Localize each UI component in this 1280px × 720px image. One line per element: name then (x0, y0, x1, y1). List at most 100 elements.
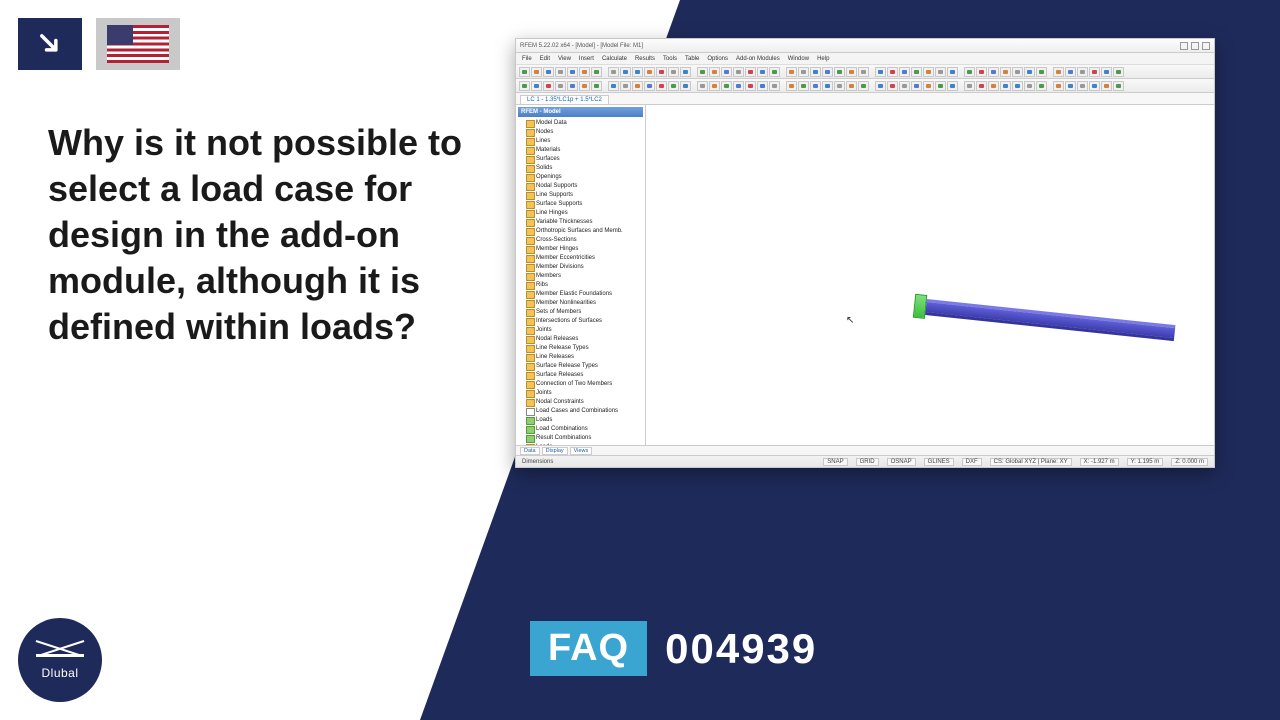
toolbar-button[interactable] (680, 67, 691, 77)
toolbar-button[interactable] (846, 67, 857, 77)
tree-item[interactable]: Nodal Supports (526, 182, 643, 191)
tree-item[interactable]: Openings (526, 173, 643, 182)
toolbar-button[interactable] (668, 81, 679, 91)
tree-item[interactable]: Line Releases (526, 353, 643, 362)
tree-item[interactable]: Result Combinations (526, 434, 643, 443)
tree-item[interactable]: Nodes (526, 128, 643, 137)
minimize-icon[interactable] (1180, 42, 1188, 50)
toolbar-button[interactable] (822, 81, 833, 91)
toolbar-button[interactable] (697, 81, 708, 91)
toolbar-button[interactable] (769, 67, 780, 77)
tree-item[interactable]: Load Combinations (526, 425, 643, 434)
toolbar-button[interactable] (923, 81, 934, 91)
toolbar-button[interactable] (709, 67, 720, 77)
toolbar-button[interactable] (786, 81, 797, 91)
toolbar-button[interactable] (976, 81, 987, 91)
toolbar-button[interactable] (834, 81, 845, 91)
toolbar-button[interactable] (757, 67, 768, 77)
toolbar-button[interactable] (721, 81, 732, 91)
menu-help[interactable]: Help (817, 56, 829, 62)
menu-view[interactable]: View (558, 56, 571, 62)
menu-table[interactable]: Table (685, 56, 699, 62)
tree-item[interactable]: Lines (526, 137, 643, 146)
toolbar-button[interactable] (555, 67, 566, 77)
toolbar-button[interactable] (822, 67, 833, 77)
toolbar-button[interactable] (680, 81, 691, 91)
tree-item[interactable]: Surfaces (526, 155, 643, 164)
tree-item[interactable]: Member Divisions (526, 263, 643, 272)
document-tab[interactable]: LC 1 - 1.35*LC1p + 1.5*LC2 (520, 95, 609, 104)
toolbar-button[interactable] (608, 81, 619, 91)
toolbar-button[interactable] (644, 67, 655, 77)
navigator-bottom-tabs[interactable]: DataDisplayViews (516, 445, 1214, 455)
toolbar-button[interactable] (858, 81, 869, 91)
toolbar-button[interactable] (810, 67, 821, 77)
toolbar-button[interactable] (798, 81, 809, 91)
toolbar-button[interactable] (644, 81, 655, 91)
toolbar-button[interactable] (769, 81, 780, 91)
menubar[interactable]: FileEditViewInsertCalculateResultsToolsT… (516, 53, 1214, 65)
menu-edit[interactable]: Edit (540, 56, 550, 62)
menu-add-on-modules[interactable]: Add-on Modules (736, 56, 780, 62)
tree-item[interactable]: Connection of Two Members (526, 380, 643, 389)
tree-item[interactable]: Member Nonlinearities (526, 299, 643, 308)
tree-item[interactable]: Orthotropic Surfaces and Memb. (526, 227, 643, 236)
tree-item[interactable]: Materials (526, 146, 643, 155)
toolbar-button[interactable] (923, 67, 934, 77)
toolbar-button[interactable] (976, 67, 987, 77)
toolbar-button[interactable] (1113, 81, 1124, 91)
toolbar-button[interactable] (656, 67, 667, 77)
toolbar-button[interactable] (709, 81, 720, 91)
toolbar-button[interactable] (1012, 81, 1023, 91)
toolbar-button[interactable] (697, 67, 708, 77)
toolbar-button[interactable] (608, 67, 619, 77)
toolbar-button[interactable] (1101, 67, 1112, 77)
maximize-icon[interactable] (1191, 42, 1199, 50)
menu-file[interactable]: File (522, 56, 532, 62)
toolbar-button[interactable] (875, 81, 886, 91)
toolbar-button[interactable] (1000, 67, 1011, 77)
toolbar-button[interactable] (591, 67, 602, 77)
tree-item[interactable]: Joints (526, 389, 643, 398)
toolbar-button[interactable] (1113, 67, 1124, 77)
menu-options[interactable]: Options (707, 56, 728, 62)
tree-item[interactable]: Nodal Constraints (526, 398, 643, 407)
navigator-tab[interactable]: Display (542, 447, 568, 455)
tree-item[interactable]: Line Release Types (526, 344, 643, 353)
toolbar-button[interactable] (964, 81, 975, 91)
toolbar-button[interactable] (1089, 67, 1100, 77)
toolbar-button[interactable] (1024, 81, 1035, 91)
tree-item[interactable]: Line Hinges (526, 209, 643, 218)
toolbar-button[interactable] (620, 67, 631, 77)
tree-item[interactable]: Loads (526, 443, 643, 445)
toolbar-button[interactable] (543, 67, 554, 77)
tree-item[interactable]: Cross-Sections (526, 236, 643, 245)
toolbar-button[interactable] (579, 67, 590, 77)
toolbar-button[interactable] (988, 81, 999, 91)
navigator-tree[interactable]: RFEM - Model Model DataNodesLinesMateria… (516, 105, 646, 445)
tree-item[interactable]: Member Hinges (526, 245, 643, 254)
toolbar-button[interactable] (543, 81, 554, 91)
toolbar-row-2[interactable] (516, 79, 1214, 93)
tree-item[interactable]: Ribs (526, 281, 643, 290)
toolbar-button[interactable] (834, 67, 845, 77)
toolbar-button[interactable] (656, 81, 667, 91)
toolbar-button[interactable] (591, 81, 602, 91)
tree-item[interactable]: Member Eccentricities (526, 254, 643, 263)
window-controls[interactable] (1180, 42, 1210, 50)
toolbar-button[interactable] (531, 67, 542, 77)
toolbar-button[interactable] (579, 81, 590, 91)
tree-item[interactable]: Nodal Releases (526, 335, 643, 344)
menu-tools[interactable]: Tools (663, 56, 677, 62)
toolbar-button[interactable] (620, 81, 631, 91)
toolbar-button[interactable] (555, 81, 566, 91)
toolbar-button[interactable] (1036, 81, 1047, 91)
tree-item[interactable]: Loads (526, 416, 643, 425)
tree-item[interactable]: Load Cases and Combinations (526, 407, 643, 416)
toolbar-button[interactable] (668, 67, 679, 77)
toolbar-button[interactable] (798, 67, 809, 77)
toolbar-button[interactable] (1089, 81, 1100, 91)
toolbar-button[interactable] (632, 67, 643, 77)
toolbar-button[interactable] (567, 81, 578, 91)
toolbar-button[interactable] (1024, 67, 1035, 77)
